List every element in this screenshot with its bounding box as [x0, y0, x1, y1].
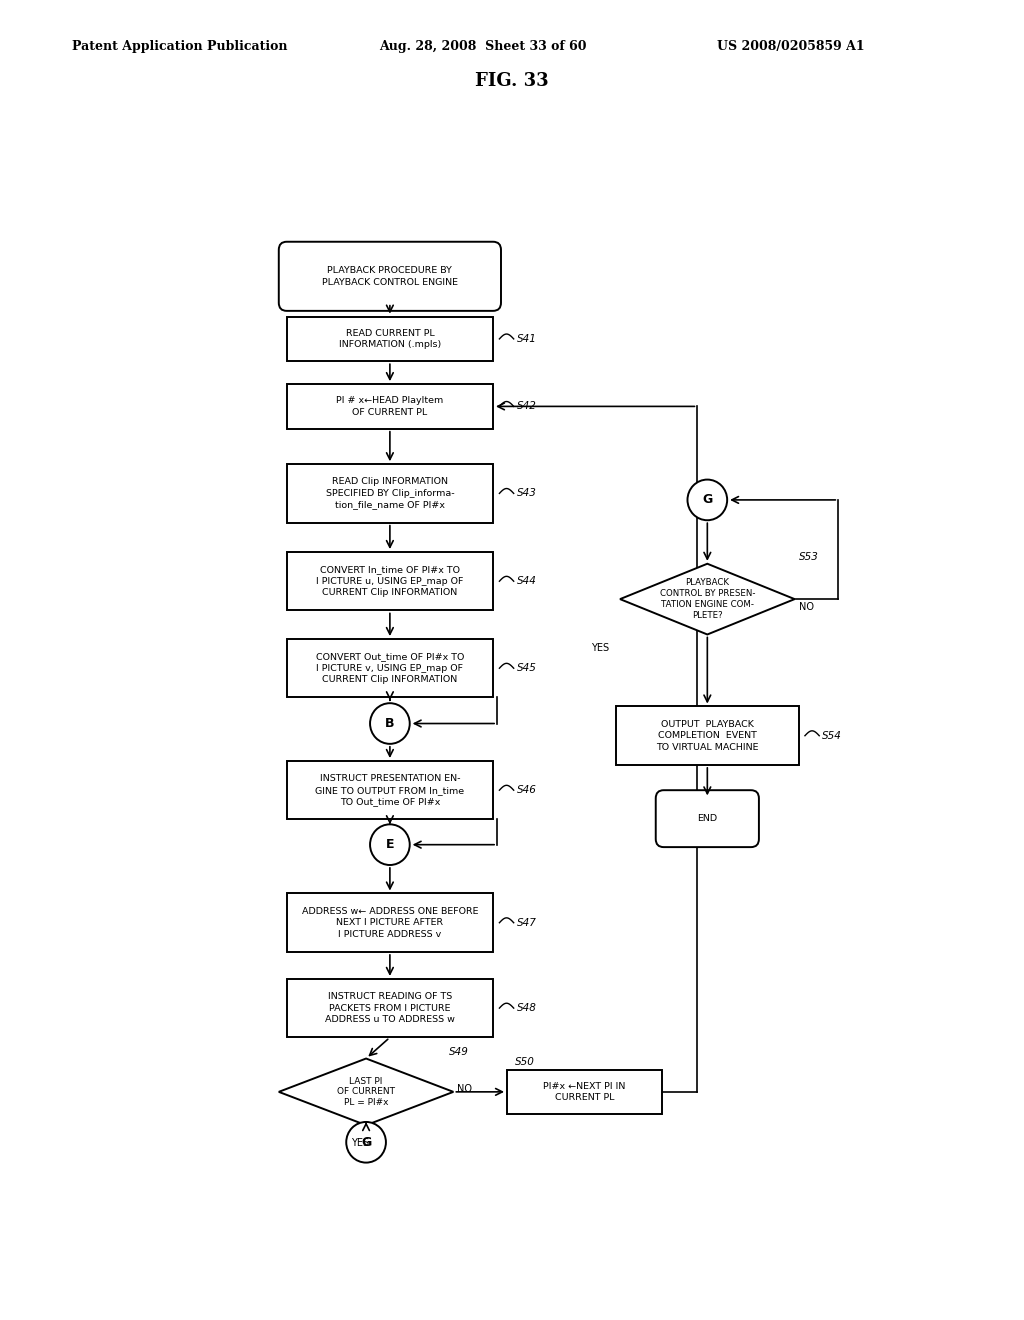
Text: S43: S43	[517, 488, 537, 499]
Text: PLAYBACK PROCEDURE BY
PLAYBACK CONTROL ENGINE: PLAYBACK PROCEDURE BY PLAYBACK CONTROL E…	[322, 267, 458, 286]
FancyBboxPatch shape	[279, 242, 501, 312]
Text: CONVERT Out_time OF PI#x TO
I PICTURE v, USING EP_map OF
CURRENT Clip INFORMATIO: CONVERT Out_time OF PI#x TO I PICTURE v,…	[315, 652, 464, 684]
Text: S53: S53	[799, 552, 818, 562]
Text: CONVERT In_time OF PI#x TO
I PICTURE u, USING EP_map OF
CURRENT Clip INFORMATION: CONVERT In_time OF PI#x TO I PICTURE u, …	[316, 565, 464, 597]
Text: G: G	[360, 1135, 372, 1148]
Polygon shape	[279, 1059, 454, 1125]
Circle shape	[687, 479, 727, 520]
FancyBboxPatch shape	[655, 791, 759, 847]
FancyBboxPatch shape	[287, 465, 494, 523]
Text: PI # x←HEAD PlayItem
OF CURRENT PL: PI # x←HEAD PlayItem OF CURRENT PL	[336, 396, 443, 417]
Text: S47: S47	[517, 917, 537, 928]
FancyBboxPatch shape	[287, 317, 494, 362]
Text: READ Clip INFORMATION
SPECIFIED BY Clip_informa-
tion_file_name OF PI#x: READ Clip INFORMATION SPECIFIED BY Clip_…	[326, 478, 455, 510]
FancyBboxPatch shape	[287, 384, 494, 429]
Text: S49: S49	[450, 1047, 469, 1057]
Circle shape	[370, 825, 410, 865]
Polygon shape	[620, 564, 795, 635]
Circle shape	[346, 1122, 386, 1163]
Text: FIG. 33: FIG. 33	[475, 71, 549, 90]
Text: ADDRESS w← ADDRESS ONE BEFORE
NEXT I PICTURE AFTER
I PICTURE ADDRESS v: ADDRESS w← ADDRESS ONE BEFORE NEXT I PIC…	[302, 907, 478, 939]
Text: Aug. 28, 2008  Sheet 33 of 60: Aug. 28, 2008 Sheet 33 of 60	[379, 40, 587, 53]
Text: S46: S46	[517, 785, 537, 795]
Text: READ CURRENT PL
INFORMATION (.mpls): READ CURRENT PL INFORMATION (.mpls)	[339, 329, 441, 348]
Text: G: G	[702, 494, 713, 507]
Text: S41: S41	[517, 334, 537, 345]
Text: S48: S48	[517, 1003, 537, 1014]
Text: S44: S44	[517, 577, 537, 586]
FancyBboxPatch shape	[287, 979, 494, 1038]
Text: YES: YES	[591, 643, 609, 652]
Text: NO: NO	[458, 1084, 472, 1093]
FancyBboxPatch shape	[287, 894, 494, 952]
Text: S42: S42	[517, 401, 537, 412]
Text: PLAYBACK
CONTROL BY PRESEN-
TATION ENGINE COM-
PLETE?: PLAYBACK CONTROL BY PRESEN- TATION ENGIN…	[659, 578, 755, 619]
Text: END: END	[697, 814, 718, 824]
Text: B: B	[385, 717, 394, 730]
Text: E: E	[386, 838, 394, 851]
FancyBboxPatch shape	[287, 760, 494, 820]
Circle shape	[370, 704, 410, 744]
Text: Patent Application Publication: Patent Application Publication	[72, 40, 287, 53]
FancyBboxPatch shape	[616, 706, 799, 766]
Text: INSTRUCT PRESENTATION EN-
GINE TO OUTPUT FROM In_time
TO Out_time OF PI#x: INSTRUCT PRESENTATION EN- GINE TO OUTPUT…	[315, 775, 465, 807]
FancyBboxPatch shape	[287, 552, 494, 610]
FancyBboxPatch shape	[287, 639, 494, 697]
Text: INSTRUCT READING OF TS
PACKETS FROM I PICTURE
ADDRESS u TO ADDRESS w: INSTRUCT READING OF TS PACKETS FROM I PI…	[325, 993, 455, 1024]
Text: OUTPUT  PLAYBACK
COMPLETION  EVENT
TO VIRTUAL MACHINE: OUTPUT PLAYBACK COMPLETION EVENT TO VIRT…	[656, 719, 759, 751]
Text: US 2008/0205859 A1: US 2008/0205859 A1	[717, 40, 864, 53]
Text: LAST PI
OF CURRENT
PL = PI#x: LAST PI OF CURRENT PL = PI#x	[337, 1077, 395, 1107]
Text: YES: YES	[350, 1138, 369, 1148]
Text: S54: S54	[822, 731, 843, 741]
Text: S50: S50	[515, 1057, 535, 1067]
Text: PI#x ←NEXT PI IN
CURRENT PL: PI#x ←NEXT PI IN CURRENT PL	[543, 1081, 626, 1102]
Text: NO: NO	[799, 602, 814, 612]
Text: S45: S45	[517, 663, 537, 673]
FancyBboxPatch shape	[507, 1069, 662, 1114]
